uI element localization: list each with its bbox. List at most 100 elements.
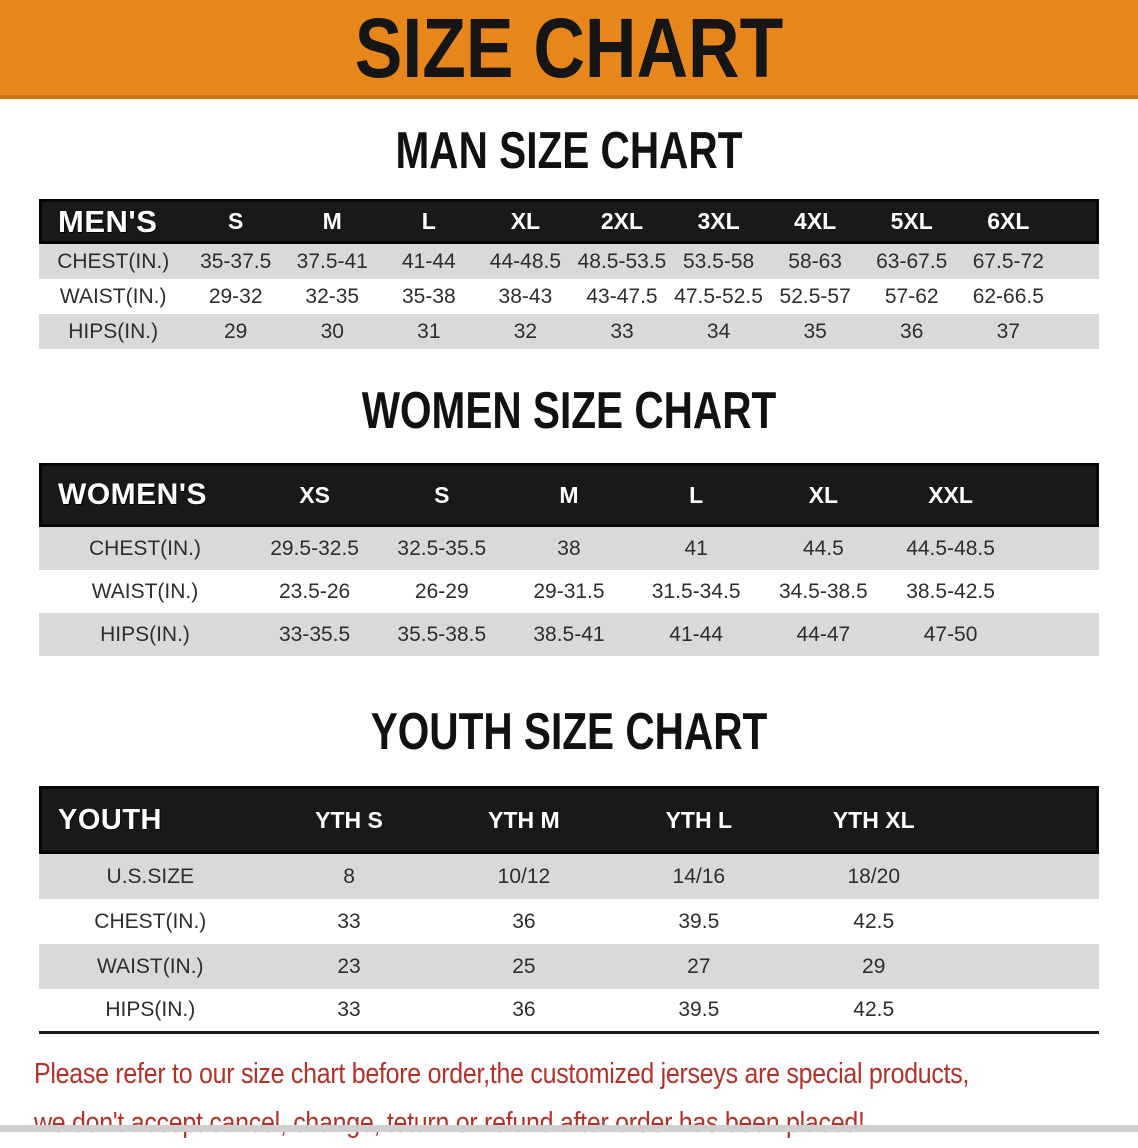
row-label: CHEST(IN.) bbox=[39, 527, 251, 570]
size-chart-sections: MAN SIZE CHART MEN'S S M L XL 2XL 3XL 4XL 5XL 6XL C… bbox=[0, 125, 1138, 1034]
cell-value: 44.5-48.5 bbox=[886, 527, 1015, 570]
cell-value: 33 bbox=[261, 899, 437, 944]
cell-value: 38 bbox=[505, 527, 633, 570]
cell-value: 38.5-41 bbox=[505, 613, 633, 656]
column-header: M bbox=[505, 463, 633, 527]
cell-value: 34.5-38.5 bbox=[759, 570, 887, 613]
column-header: 6XL bbox=[960, 199, 1057, 244]
row-filler bbox=[1014, 613, 1099, 656]
column-header: XS bbox=[251, 463, 379, 527]
women-table-row: CHEST(IN.) 29.5-32.5 32.5-35.5 38 41 44.5 44.5… bbox=[39, 527, 1099, 570]
cell-value: 35.5-38.5 bbox=[378, 613, 506, 656]
men-section: MAN SIZE CHART MEN'S S M L XL 2XL 3XL 4XL 5XL 6XL C… bbox=[0, 125, 1138, 349]
women-table-row: WAIST(IN.) 23.5-26 26-29 29-31.5 31.5-34.5 34… bbox=[39, 570, 1099, 613]
row-filler bbox=[1014, 527, 1099, 570]
column-header: S bbox=[187, 199, 284, 244]
column-header: 2XL bbox=[573, 199, 671, 244]
men-table-row: HIPS(IN.) 29 30 31 32 33 34 35 36 37 bbox=[39, 314, 1099, 349]
cell-value: 27 bbox=[611, 944, 787, 989]
cell-value: 29.5-32.5 bbox=[251, 527, 379, 570]
women-table: WOMEN'S XS S M L XL XXL CHEST(IN.) 29.5-32.5 32.5… bbox=[39, 463, 1099, 656]
row-label: WAIST(IN.) bbox=[39, 279, 188, 314]
cell-value: 41 bbox=[632, 527, 760, 570]
youth-table-row: U.S.SIZE 8 10/12 14/16 18/20 bbox=[39, 854, 1099, 899]
banner-title: SIZE CHART bbox=[354, 0, 784, 95]
men-table-row: CHEST(IN.) 35-37.5 37.5-41 41-44 44-48.5 48.5… bbox=[39, 244, 1099, 279]
men-table: MEN'S S M L XL 2XL 3XL 4XL 5XL 6XL CHEST(IN.) 35-37… bbox=[39, 199, 1099, 349]
cell-value: 26-29 bbox=[378, 570, 506, 613]
row-filler bbox=[961, 899, 1099, 944]
cell-value: 38-43 bbox=[477, 279, 574, 314]
men-heading: MAN SIZE CHART bbox=[395, 122, 743, 180]
row-label: HIPS(IN.) bbox=[39, 314, 188, 349]
youth-table-corner-label: YOUTH bbox=[39, 786, 262, 854]
cell-value: 67.5-72 bbox=[960, 244, 1057, 279]
cell-value: 43-47.5 bbox=[573, 279, 671, 314]
header-filler bbox=[961, 786, 1099, 854]
column-header: YTH L bbox=[611, 786, 787, 854]
cell-value: 33 bbox=[573, 314, 671, 349]
row-label: CHEST(IN.) bbox=[39, 244, 188, 279]
cell-value: 33 bbox=[261, 989, 437, 1034]
disclaimer: Please refer to our size chart before or… bbox=[34, 1050, 1138, 1148]
row-label: WAIST(IN.) bbox=[39, 570, 251, 613]
cell-value: 37 bbox=[960, 314, 1057, 349]
cell-value: 32-35 bbox=[283, 279, 381, 314]
header-filler bbox=[1014, 463, 1099, 527]
row-label: HIPS(IN.) bbox=[39, 989, 262, 1034]
cell-value: 62-66.5 bbox=[960, 279, 1057, 314]
row-filler bbox=[961, 944, 1099, 989]
cell-value: 32.5-35.5 bbox=[378, 527, 506, 570]
cell-value: 36 bbox=[436, 989, 612, 1034]
cell-value: 39.5 bbox=[611, 989, 787, 1034]
cell-value: 44-48.5 bbox=[477, 244, 574, 279]
cell-value: 29 bbox=[187, 314, 284, 349]
cell-value: 44.5 bbox=[759, 527, 887, 570]
column-header: 3XL bbox=[670, 199, 767, 244]
cell-value: 18/20 bbox=[786, 854, 962, 899]
column-header: S bbox=[378, 463, 506, 527]
men-table-row: WAIST(IN.) 29-32 32-35 35-38 38-43 43-47.5 47.… bbox=[39, 279, 1099, 314]
cell-value: 29-31.5 bbox=[505, 570, 633, 613]
row-label: U.S.SIZE bbox=[39, 854, 262, 899]
cell-value: 31.5-34.5 bbox=[632, 570, 760, 613]
cell-value: 34 bbox=[670, 314, 767, 349]
column-header: XL bbox=[477, 199, 574, 244]
men-table-corner-label: MEN'S bbox=[39, 199, 188, 244]
row-filler bbox=[961, 854, 1099, 899]
column-header: 5XL bbox=[863, 199, 961, 244]
column-header: YTH S bbox=[261, 786, 437, 854]
cell-value: 39.5 bbox=[611, 899, 787, 944]
cell-value: 58-63 bbox=[766, 244, 864, 279]
cell-value: 35-38 bbox=[380, 279, 478, 314]
youth-heading: YOUTH SIZE CHART bbox=[370, 703, 768, 761]
cell-value: 42.5 bbox=[786, 989, 962, 1034]
column-header: XXL bbox=[886, 463, 1015, 527]
cell-value: 8 bbox=[261, 854, 437, 899]
disclaimer-line-1: Please refer to our size chart before or… bbox=[34, 1058, 970, 1090]
youth-table-header-row: YOUTH YTH S YTH M YTH L YTH XL bbox=[39, 786, 1099, 854]
youth-table: YOUTH YTH S YTH M YTH L YTH XL U.S.SIZE 8 10/12… bbox=[39, 786, 1099, 1034]
women-table-row: HIPS(IN.) 33-35.5 35.5-38.5 38.5-41 41-44 44-… bbox=[39, 613, 1099, 656]
cell-value: 25 bbox=[436, 944, 612, 989]
women-table-corner-label: WOMEN'S bbox=[39, 463, 251, 527]
cell-value: 52.5-57 bbox=[766, 279, 864, 314]
cell-value: 32 bbox=[477, 314, 574, 349]
cell-value: 23 bbox=[261, 944, 437, 989]
women-heading: WOMEN SIZE CHART bbox=[361, 382, 777, 440]
bottom-edge-strip bbox=[0, 1125, 1138, 1132]
men-table-header-row: MEN'S S M L XL 2XL 3XL 4XL 5XL 6XL bbox=[39, 199, 1099, 244]
column-header: 4XL bbox=[766, 199, 864, 244]
cell-value: 44-47 bbox=[759, 613, 887, 656]
column-header: M bbox=[283, 199, 381, 244]
cell-value: 30 bbox=[283, 314, 381, 349]
column-header: L bbox=[380, 199, 478, 244]
cell-value: 53.5-58 bbox=[670, 244, 767, 279]
cell-value: 31 bbox=[380, 314, 478, 349]
cell-value: 37.5-41 bbox=[283, 244, 381, 279]
row-filler bbox=[1014, 570, 1099, 613]
youth-section: YOUTH SIZE CHART YOUTH YTH S YTH M YTH L YTH … bbox=[0, 706, 1138, 1034]
row-label: WAIST(IN.) bbox=[39, 944, 262, 989]
cell-value: 48.5-53.5 bbox=[573, 244, 671, 279]
women-section: WOMEN SIZE CHART WOMEN'S XS S M L XL XXL CHEST(I… bbox=[0, 385, 1138, 656]
